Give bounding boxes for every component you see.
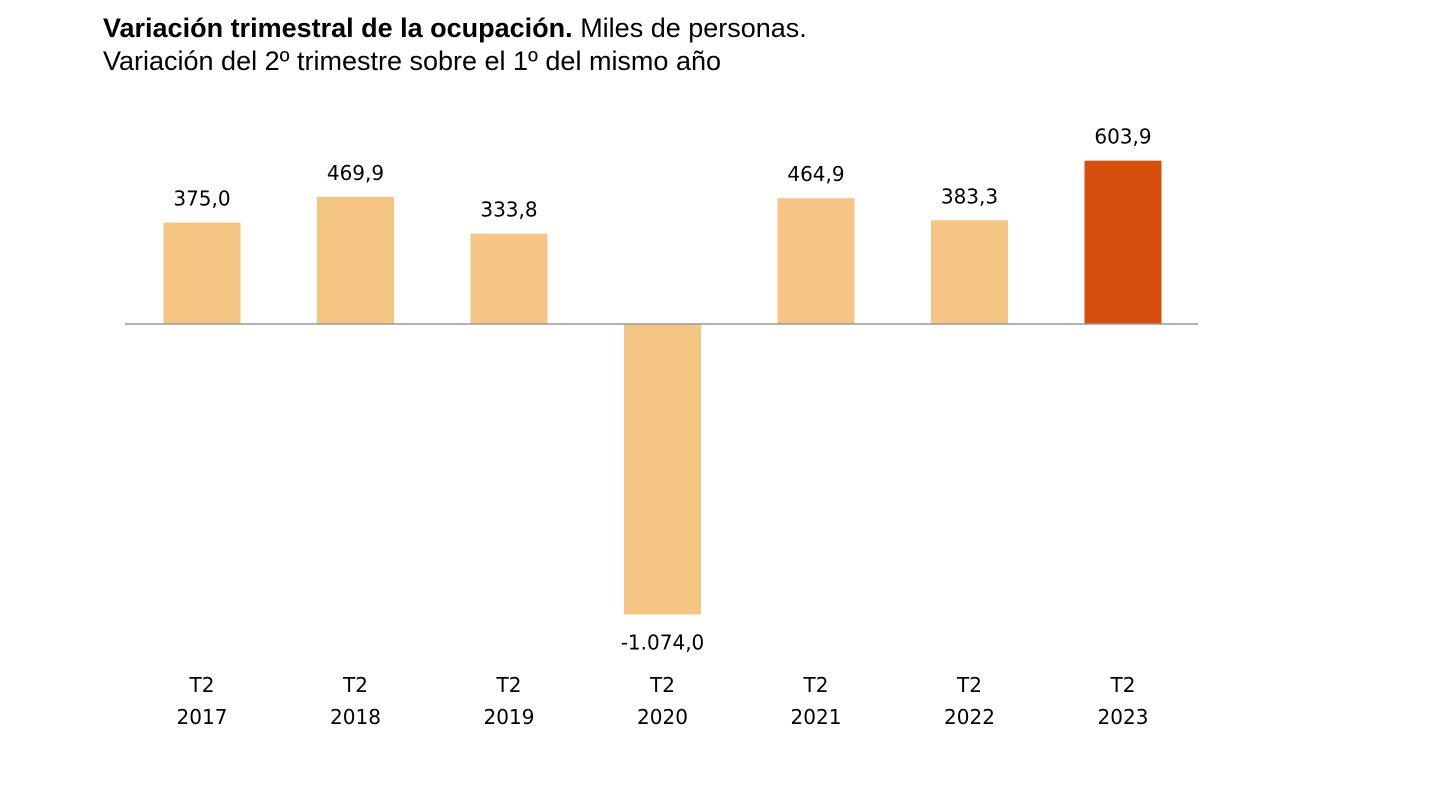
chart-subtitle: Variación del 2º trimestre sobre el 1º d… [103, 46, 721, 76]
chart-title-line: Variación trimestral de la ocupación. Mi… [103, 12, 807, 45]
x-tick-label-quarter: T2 [1110, 673, 1136, 697]
x-tick-label-year: 2020 [637, 705, 688, 729]
x-tick-label-quarter: T2 [649, 673, 675, 697]
bar [470, 233, 548, 324]
x-tick-label-quarter: T2 [189, 673, 215, 697]
bar [1084, 160, 1162, 324]
x-tick-label-quarter: T2 [342, 673, 368, 697]
x-tick-label-year: 2022 [944, 705, 995, 729]
x-tick-label-quarter: T2 [803, 673, 829, 697]
x-tick-label-quarter: T2 [496, 673, 522, 697]
data-label: 469,9 [327, 161, 384, 185]
chart-title-block: Variación trimestral de la ocupación. Mi… [103, 12, 807, 78]
x-tick-label-year: 2023 [1098, 705, 1149, 729]
bar [317, 196, 394, 324]
x-tick-label-quarter: T2 [956, 673, 982, 697]
x-tick-label-year: 2019 [484, 705, 535, 729]
data-label: 603,9 [1094, 125, 1151, 149]
chart-title: Variación trimestral de la ocupación. [103, 13, 573, 43]
bar [624, 324, 701, 615]
x-tick-label-year: 2018 [330, 705, 381, 729]
data-label: 383,3 [941, 184, 998, 208]
data-label: 375,0 [173, 187, 230, 211]
bar [777, 198, 855, 324]
x-tick-label-year: 2017 [177, 705, 228, 729]
data-label: 464,9 [787, 162, 844, 186]
data-label: -1.074,0 [621, 631, 705, 655]
chart-title-unit: Miles de personas. [580, 13, 807, 43]
bar [163, 222, 241, 324]
x-tick-label-year: 2021 [791, 705, 842, 729]
bar [931, 220, 1008, 324]
data-label: 333,8 [480, 198, 537, 222]
